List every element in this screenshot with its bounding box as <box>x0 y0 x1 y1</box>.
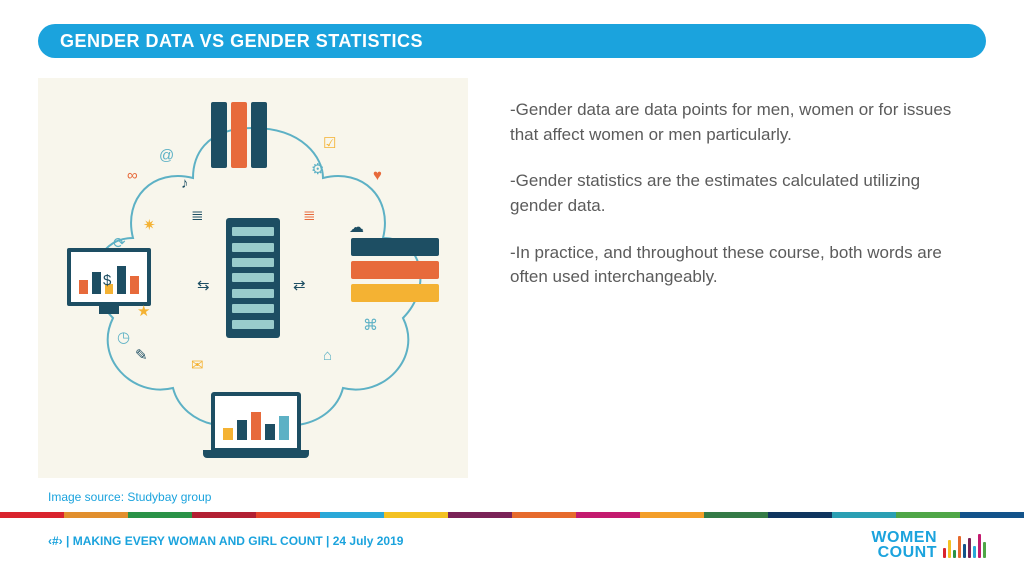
paragraph-3: -In practice, and throughout these cours… <box>510 241 976 290</box>
body-text: -Gender data are data points for men, wo… <box>510 98 976 312</box>
paragraph-2: -Gender statistics are the estimates cal… <box>510 169 976 218</box>
title-bar: GENDER DATA VS GENDER STATISTICS <box>38 24 986 58</box>
server-icon <box>226 218 280 338</box>
image-source: Image source: Studybay group <box>48 490 211 504</box>
footer-text: ‹#› | MAKING EVERY WOMAN AND GIRL COUNT … <box>48 534 403 548</box>
logo-bars-icon <box>943 532 986 558</box>
women-count-logo: WOMEN COUNT <box>871 530 986 560</box>
books-icon <box>211 102 267 168</box>
laptop-icon <box>211 392 301 452</box>
data-cloud-graphic: ∞@✷$⚙☁♥⌂✎✉★⟳⇄⇆◷≣≣⌘♪☑ <box>73 108 433 448</box>
server-stack-icon <box>351 238 439 302</box>
slide-title: GENDER DATA VS GENDER STATISTICS <box>60 31 423 52</box>
color-strip <box>0 512 1024 518</box>
infographic-panel: ∞@✷$⚙☁♥⌂✎✉★⟳⇄⇆◷≣≣⌘♪☑ <box>38 78 468 478</box>
paragraph-1: -Gender data are data points for men, wo… <box>510 98 976 147</box>
logo-text: WOMEN COUNT <box>871 530 937 560</box>
